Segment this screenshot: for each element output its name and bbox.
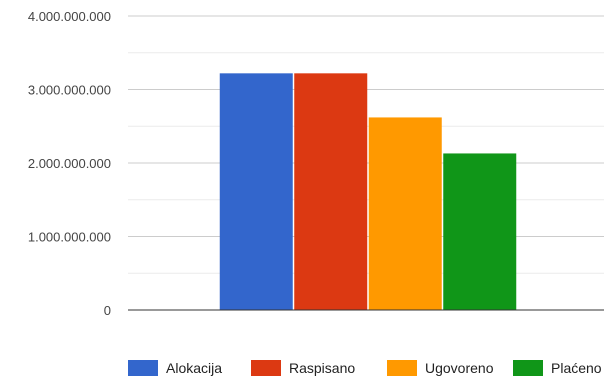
- bar-ugovoreno: [368, 117, 442, 311]
- bar-alokacija: [219, 73, 293, 310]
- y-axis-tick-labels: 0 1.000.000.000 2.000.000.000 3.000.000.000…: [28, 9, 111, 318]
- legend-label: Raspisano: [289, 360, 355, 376]
- bar-raspisano: [294, 73, 368, 310]
- legend-label: Ugovoreno: [425, 360, 494, 376]
- legend-swatch: [128, 360, 158, 376]
- y-tick-label: 3.000.000.000: [28, 83, 111, 98]
- y-tick-label: 0: [104, 303, 111, 318]
- bars: [219, 73, 517, 311]
- legend-swatch: [251, 360, 281, 376]
- legend-label: Plaćeno: [551, 360, 602, 376]
- y-tick-label: 4.000.000.000: [28, 9, 111, 24]
- legend-label: Alokacija: [166, 360, 222, 376]
- legend-swatch: [387, 360, 417, 376]
- legend-swatch: [513, 360, 543, 376]
- y-tick-label: 1.000.000.000: [28, 230, 111, 245]
- y-tick-label: 2.000.000.000: [28, 156, 111, 171]
- bar-plaćeno: [443, 153, 517, 310]
- legend: Alokacija Raspisano Ugovoreno Plaćeno: [128, 360, 602, 376]
